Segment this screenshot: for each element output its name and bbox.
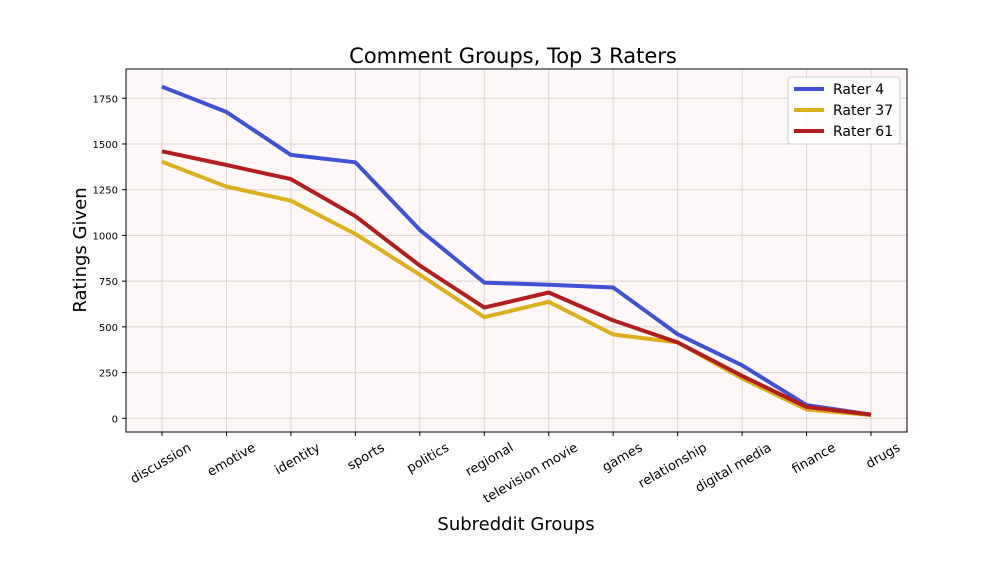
series-layer xyxy=(161,84,872,417)
y-axis-label: Ratings Given xyxy=(70,187,91,312)
x-tick-label: politics xyxy=(404,440,452,476)
y-tick-label: 1500 xyxy=(93,140,118,151)
x-tick-label: emotive xyxy=(205,440,258,479)
legend-label: Rater 61 xyxy=(833,124,893,140)
y-tick-label: 1000 xyxy=(93,231,118,242)
plot-frame xyxy=(125,68,908,433)
legend-box xyxy=(787,76,901,145)
x-tick-label: identity xyxy=(272,440,323,478)
x-tick-label: drugs xyxy=(864,440,904,472)
legend-label: Rater 37 xyxy=(833,103,893,119)
x-tick-label: discussion xyxy=(128,440,194,487)
x-tick-label: finance xyxy=(790,440,839,477)
series-line-1 xyxy=(161,84,872,417)
legend-label: Rater 4 xyxy=(833,82,884,98)
x-tick-label: sports xyxy=(345,440,388,473)
grid-lines xyxy=(126,69,907,432)
x-axis-label: Subreddit Groups xyxy=(437,514,594,535)
y-tick-label: 750 xyxy=(99,277,118,288)
x-tick-label: games xyxy=(600,440,646,475)
legend: Rater 4 Rater 37 Rater 61 xyxy=(787,76,901,145)
series-line-2 xyxy=(161,159,872,417)
y-tick-label: 500 xyxy=(99,323,118,334)
y-axis: 0 250 500 750 1000 1250 1500 1750 xyxy=(93,94,126,425)
y-tick-label: 0 xyxy=(112,414,118,425)
x-axis: discussion emotive identity sports politics r… xyxy=(128,432,903,507)
y-tick-label: 250 xyxy=(99,369,118,380)
y-tick-label: 1750 xyxy=(93,94,118,105)
series-line-3 xyxy=(161,149,872,417)
x-tick-label: regional xyxy=(463,440,516,479)
y-tick-label: 1250 xyxy=(93,186,118,197)
chart-title: Comment Groups, Top 3 Raters xyxy=(349,44,677,68)
